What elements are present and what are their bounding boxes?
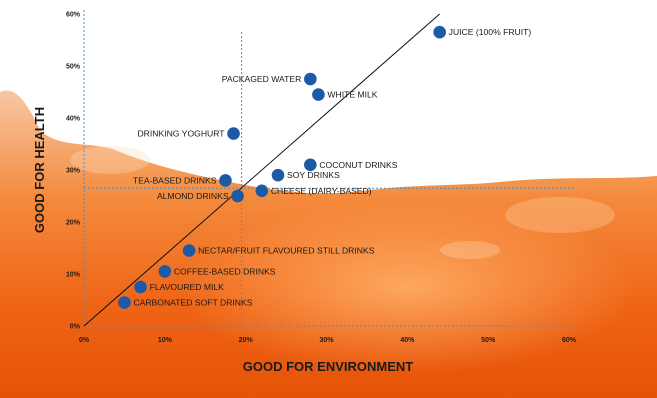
axes: 0% 10% 20% 30% 40% 50% 60% 0% 10% 20% 30% 40% 50% 60% [66, 10, 577, 344]
data-label: NECTAR/FRUIT FLAVOURED STILL DRINKS [198, 246, 375, 256]
data-label: JUICE (100% FRUIT) [449, 27, 532, 37]
x-tick-label: 20% [239, 337, 254, 344]
data-point [255, 184, 269, 198]
data-point [433, 25, 446, 39]
trend-line-group [83, 13, 440, 327]
y-tick-label: 10% [66, 272, 81, 279]
x-tick-label: 50% [481, 337, 496, 344]
x-tick-label: 40% [400, 337, 415, 344]
data-label: FLAVOURED MILK [150, 282, 225, 292]
y-tick-label: 30% [66, 168, 81, 175]
data-point [304, 158, 317, 172]
y-axis-title: GOOD FOR HEALTH [32, 107, 47, 233]
data-point [312, 88, 325, 101]
data-point [219, 174, 232, 187]
x-axis-title: GOOD FOR ENVIRONMENT [243, 359, 414, 374]
x-tick-label: 60% [562, 337, 577, 344]
trend-line [83, 13, 440, 327]
data-label: CARBONATED SOFT DRINKS [133, 298, 252, 308]
x-tick-label: 0% [79, 337, 90, 344]
data-label: WHITE MILK [327, 90, 377, 100]
data-point [118, 296, 131, 309]
data-label: PACKAGED WATER [222, 74, 302, 84]
data-label: COFFEE-BASED DRINKS [174, 266, 276, 276]
data-point [182, 244, 196, 257]
data-point [158, 265, 172, 278]
data-label: TEA-BASED DRINKS [133, 175, 217, 185]
x-tick-label: 10% [158, 337, 173, 344]
y-tick-label: 50% [66, 64, 81, 71]
data-points: JUICE (100% FRUIT) PACKAGED WATER WHITE MI… [118, 25, 532, 309]
data-point [134, 280, 147, 294]
data-point [227, 127, 240, 140]
y-tick-label: 60% [66, 12, 81, 19]
reference-lines [84, 32, 574, 326]
data-label: ALMOND DRINKS [157, 191, 229, 201]
data-point [231, 189, 244, 203]
x-tick-label: 30% [319, 337, 334, 344]
data-point [271, 168, 285, 182]
data-label: SOY DRINKS [287, 170, 340, 180]
data-point [304, 72, 317, 86]
y-tick-label: 20% [66, 220, 81, 227]
y-tick-label: 0% [70, 324, 81, 331]
data-label: CHEESE (DAIRY-BASED) [271, 186, 372, 196]
data-label: COCONUT DRINKS [319, 160, 397, 170]
y-tick-label: 40% [66, 116, 81, 123]
data-label: DRINKING YOGHURT [137, 129, 225, 139]
